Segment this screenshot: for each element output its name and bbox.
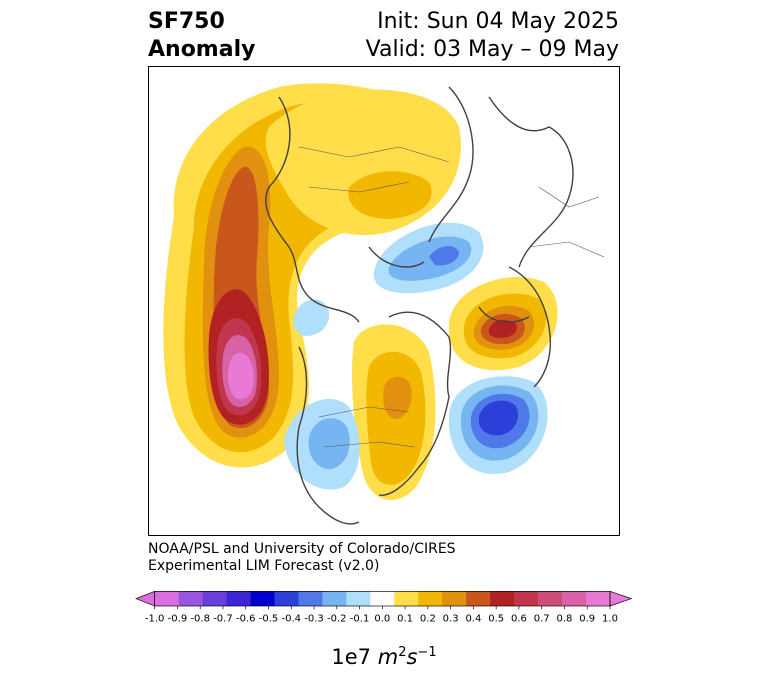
- valid-dates: Valid: 03 May – 09 May: [365, 37, 619, 62]
- colorbar-tick-label: 0.7: [534, 613, 550, 624]
- colorbar-extend-high: [609, 590, 633, 607]
- forecast-dates: Init: Sun 04 May 2025 Valid: 03 May – 09…: [366, 8, 619, 64]
- negative-anomaly-europe: [373, 222, 484, 294]
- colorbar-tick-label: -0.4: [282, 613, 302, 624]
- colorbar-tick-label: -0.7: [213, 613, 233, 624]
- positive-anomaly-north-america: [352, 324, 436, 501]
- colorbar-tick-label: 0.3: [443, 613, 459, 624]
- units-s: s: [406, 645, 418, 669]
- colorbar-swatch: [370, 591, 395, 606]
- colorbar-swatch: [466, 591, 491, 606]
- positive-anomaly-atlantic: [448, 277, 558, 371]
- colorbar-swatch: [298, 591, 323, 606]
- title-type: Anomaly: [148, 37, 256, 62]
- colorbar-swatch: [274, 591, 299, 606]
- units-exp-2: −1: [417, 645, 437, 660]
- colorbar-swatch: [154, 591, 179, 606]
- colorbar-swatch: [394, 591, 419, 606]
- anomaly-map: [163, 83, 605, 525]
- colorbar-tick-label: 0.0: [374, 613, 390, 624]
- positive-anomaly-siberia: [265, 89, 461, 236]
- credit-line-2: Experimental LIM Forecast (v2.0): [148, 558, 380, 574]
- colorbar-tick-label: -0.2: [327, 613, 347, 624]
- colorbar-swatch: [562, 591, 587, 606]
- colorbar-tick-label: 0.5: [488, 613, 504, 624]
- title-variable: SF750: [148, 9, 225, 34]
- units-exp-1: 2: [398, 645, 407, 660]
- colorbar-tick-label: -1.0: [145, 613, 165, 624]
- colorbar-tick-label: 1.0: [602, 613, 618, 624]
- colorbar-swatch: [226, 591, 251, 606]
- colorbar-tick-label: 0.2: [420, 613, 436, 624]
- colorbar-tick-label: 0.1: [397, 613, 413, 624]
- colorbar-tick-label: -0.6: [236, 613, 256, 624]
- colorbar-swatch: [178, 591, 203, 606]
- units-scale: 1e7: [331, 645, 378, 669]
- map-panel: [148, 66, 620, 536]
- colorbar-swatch: [250, 591, 275, 606]
- map-title: SF750 Anomaly: [148, 8, 255, 64]
- colorbar-ticks: -1.0 -0.9 -0.8 -0.7 -0.6 -0.5 -0.4 -0.3 -0.2 -0.1…: [145, 606, 618, 624]
- colorbar-units: 1e7 m2s−1: [0, 645, 768, 669]
- colorbar-tick-label: -0.3: [304, 613, 324, 624]
- colorbar-tick-label: 0.4: [465, 613, 481, 624]
- colorbar-swatch: [346, 591, 371, 606]
- colorbar-swatches: [135, 590, 633, 607]
- colorbar-swatch: [418, 591, 443, 606]
- colorbar-tick-label: 0.8: [557, 613, 573, 624]
- colorbar-tick-label: -0.5: [259, 613, 279, 624]
- political-borders: [298, 146, 605, 448]
- credit-text: NOAA/PSL and University of Colorado/CIRE…: [148, 541, 456, 575]
- units-m: m: [377, 645, 399, 669]
- credit-line-1: NOAA/PSL and University of Colorado/CIRE…: [148, 541, 456, 557]
- colorbar-tick-label: 0.6: [511, 613, 527, 624]
- colorbar-tick-label: -0.8: [190, 613, 210, 624]
- colorbar-swatch: [202, 591, 227, 606]
- coastlines: [265, 86, 574, 525]
- colorbar-tick-label: -0.1: [350, 613, 370, 624]
- colorbar-swatch: [514, 591, 539, 606]
- negative-anomaly-western-us: [284, 299, 360, 490]
- negative-anomaly-atlantic: [448, 376, 548, 474]
- colorbar-swatch: [586, 591, 611, 606]
- colorbar-swatch: [490, 591, 515, 606]
- colorbar-tick-label: -0.9: [168, 613, 188, 624]
- colorbar-tick-label: 0.9: [579, 613, 595, 624]
- colorbar-swatch: [538, 591, 563, 606]
- colorbar-swatch: [442, 591, 467, 606]
- colorbar: -1.0 -0.9 -0.8 -0.7 -0.6 -0.5 -0.4 -0.3 -0.2 -0.1…: [135, 590, 633, 624]
- colorbar-extend-low: [135, 590, 155, 607]
- init-date: Init: Sun 04 May 2025: [377, 9, 619, 34]
- colorbar-swatch: [322, 591, 347, 606]
